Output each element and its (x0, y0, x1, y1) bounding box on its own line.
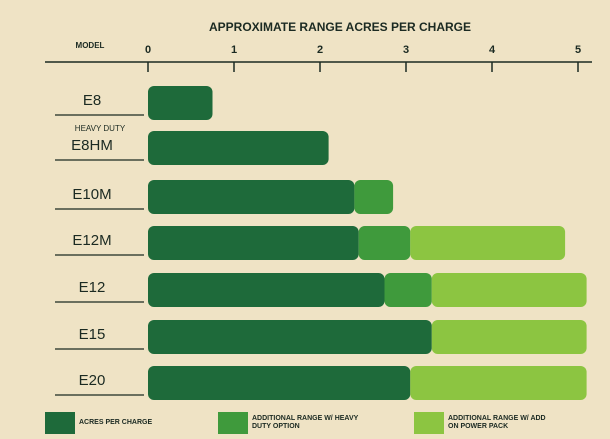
x-tick-label: 4 (489, 44, 496, 56)
bar-segment (431, 320, 587, 354)
category-label: E15 (79, 326, 106, 343)
annotation: HEAVY DUTY (75, 124, 126, 133)
x-tick-label: 2 (317, 44, 323, 56)
bar-segment (431, 273, 587, 307)
legend-item: ADDITIONAL RANGE W/ HEAVY DUTY OPTION (218, 412, 362, 434)
bar-segment (148, 131, 329, 165)
legend-label: ACRES PER CHARGE (79, 419, 153, 426)
category-label: E20 (79, 372, 106, 389)
bar-segment (410, 366, 587, 400)
category-label: E8HM (71, 137, 113, 154)
legend-item: ACRES PER CHARGE (45, 412, 189, 434)
category-label: E12M (72, 232, 111, 249)
x-tick-label: 3 (403, 44, 409, 56)
bar-segment (148, 180, 355, 214)
x-tick-label: 0 (145, 44, 151, 56)
bar-segment (354, 180, 394, 214)
legend-swatch (45, 412, 75, 434)
bar-segment (410, 226, 566, 260)
legend-swatch (218, 412, 248, 434)
bar-segment (358, 226, 411, 260)
bar-segment (384, 273, 432, 307)
legend-label: ADDITIONAL RANGE W/ ADD ON POWER PACK (448, 415, 546, 430)
category-label: E10M (72, 186, 111, 203)
legend-item: ADDITIONAL RANGE W/ ADD ON POWER PACK (414, 412, 558, 434)
x-tick-label: 5 (575, 44, 581, 56)
legend-label: ADDITIONAL RANGE W/ HEAVY DUTY OPTION (252, 415, 359, 430)
bar-segment (148, 320, 432, 354)
bar-segment (148, 273, 385, 307)
category-label: E12 (79, 279, 106, 296)
x-tick-label: 1 (231, 44, 237, 56)
bar-segment (148, 86, 213, 120)
category-label: E8 (83, 92, 101, 109)
category-header: MODEL (76, 41, 105, 50)
bar-segment (148, 366, 411, 400)
legend-swatch (414, 412, 444, 434)
chart-title: APPROXIMATE RANGE ACRES PER CHARGE (209, 20, 471, 34)
bar-segment (148, 226, 359, 260)
